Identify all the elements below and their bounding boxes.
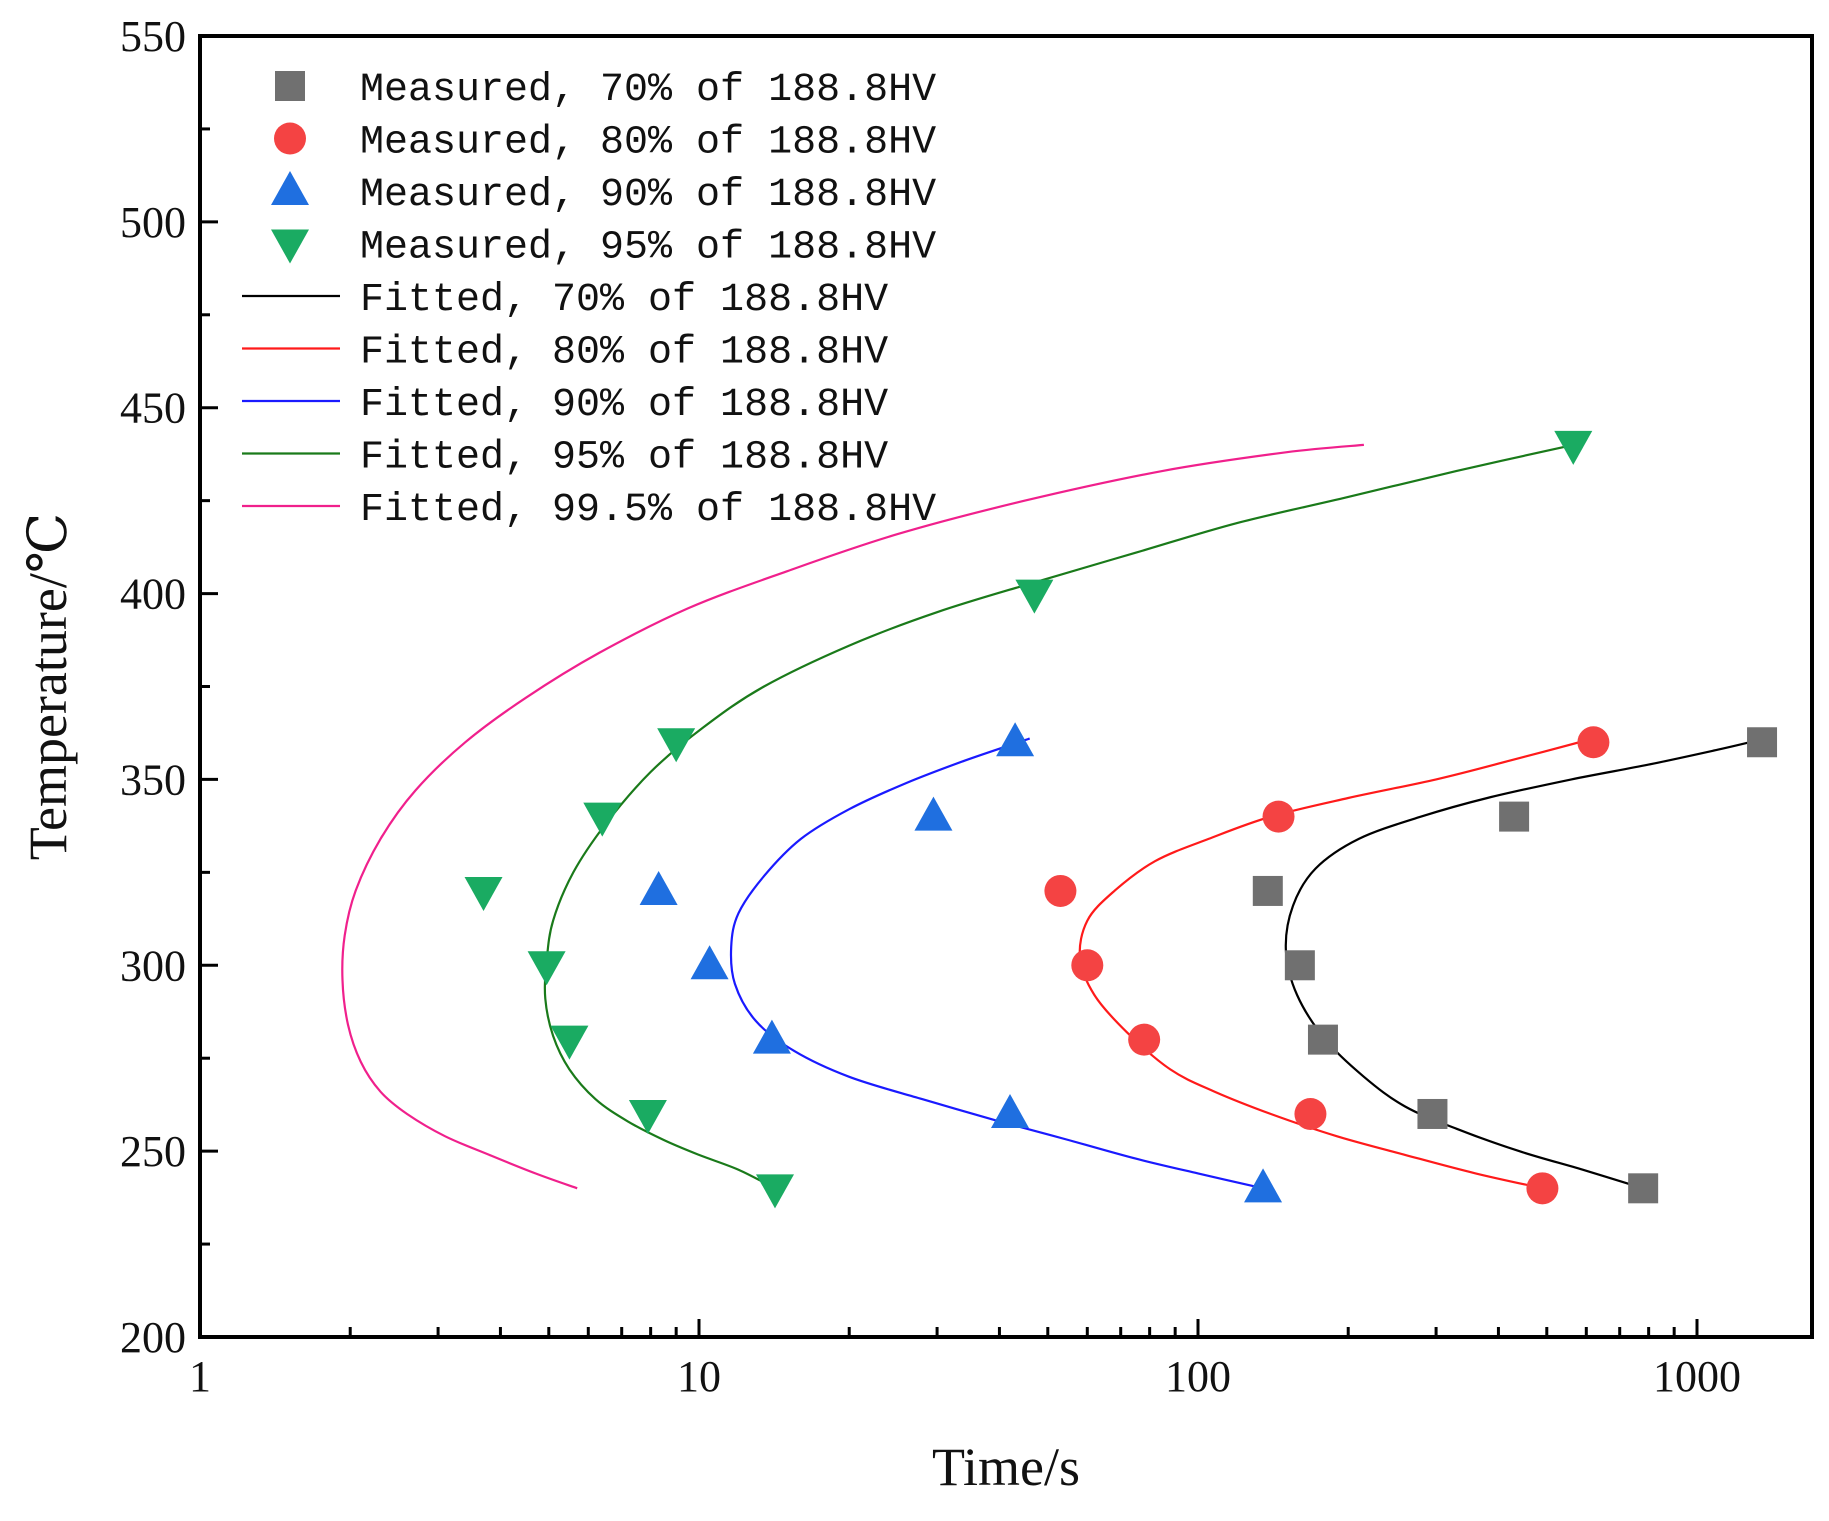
- x-tick-label: 10: [677, 1352, 721, 1401]
- legend-marker-measured-70-of-188-8hv: [275, 71, 305, 101]
- data-point-measured-95-of-188-8hv: [628, 1099, 667, 1134]
- legend-label-fitted-80-of-188-8hv: Fitted, 80% of 188.8HV: [360, 331, 888, 376]
- data-point-measured-90-of-188-8hv: [1244, 1168, 1283, 1203]
- data-point-measured-90-of-188-8hv: [752, 1019, 791, 1054]
- data-point-measured-70-of-188-8hv: [1252, 875, 1283, 906]
- data-point-measured-80-of-188-8hv: [1071, 949, 1104, 982]
- data-point-measured-90-of-188-8hv: [690, 945, 729, 980]
- y-tick-label: 350: [120, 755, 186, 804]
- data-point-measured-70-of-188-8hv: [1747, 727, 1778, 758]
- data-point-measured-80-of-188-8hv: [1526, 1172, 1559, 1205]
- y-tick-label: 450: [120, 384, 186, 433]
- legend-label-measured-80-of-188-8hv: Measured, 80% of 188.8HV: [360, 121, 936, 166]
- legend-label-measured-70-of-188-8hv: Measured, 70% of 188.8HV: [360, 68, 936, 113]
- legend: Measured, 70% of 188.8HV Measured, 80% of…: [242, 68, 936, 533]
- data-point-measured-95-of-188-8hv: [755, 1174, 794, 1209]
- data-point-measured-80-of-188-8hv: [1128, 1023, 1161, 1056]
- legend-label-fitted-95-of-188-8hv: Fitted, 95% of 188.8HV: [360, 436, 888, 481]
- data-point-measured-95-of-188-8hv: [657, 728, 696, 763]
- fitted-line-fitted-70-of-188-8hv: [1284, 737, 1766, 1190]
- x-tick-label: 1000: [1653, 1352, 1741, 1401]
- data-point-measured-95-of-188-8hv: [1554, 430, 1593, 465]
- data-point-measured-90-of-188-8hv: [991, 1093, 1030, 1128]
- y-tick-label: 500: [120, 198, 186, 247]
- data-point-measured-70-of-188-8hv: [1628, 1173, 1659, 1204]
- legend-label-fitted-90-of-188-8hv: Fitted, 90% of 188.8HV: [360, 383, 888, 428]
- data-point-measured-95-of-188-8hv: [550, 1025, 589, 1060]
- y-tick-label: 400: [120, 570, 186, 619]
- data-point-measured-70-of-188-8hv: [1499, 801, 1530, 832]
- legend-marker-measured-90-of-188-8hv: [271, 171, 309, 205]
- data-point-measured-70-of-188-8hv: [1417, 1098, 1448, 1129]
- data-point-measured-80-of-188-8hv: [1577, 726, 1610, 759]
- data-point-measured-70-of-188-8hv: [1284, 950, 1315, 981]
- data-point-measured-90-of-188-8hv: [639, 870, 678, 905]
- legend-label-fitted-99-5-of-188-8hv: Fitted, 99.5% of 188.8HV: [360, 488, 936, 533]
- data-point-measured-90-of-188-8hv: [996, 722, 1035, 757]
- data-point-measured-95-of-188-8hv: [527, 951, 566, 986]
- x-tick-label: 1: [189, 1352, 211, 1401]
- x-tick-label: 100: [1165, 1352, 1231, 1401]
- legend-label-measured-95-of-188-8hv: Measured, 95% of 188.8HV: [360, 226, 936, 271]
- fitted-line-fitted-95-of-188-8hv: [543, 443, 1574, 1190]
- data-point-measured-80-of-188-8hv: [1262, 800, 1295, 833]
- data-point-measured-95-of-188-8hv: [464, 876, 503, 911]
- measured-markers: [464, 430, 1778, 1209]
- data-point-measured-95-of-188-8hv: [583, 802, 622, 837]
- legend-label-measured-90-of-188-8hv: Measured, 90% of 188.8HV: [360, 173, 936, 218]
- y-tick-label: 300: [120, 941, 186, 990]
- y-tick-label: 250: [120, 1127, 186, 1176]
- legend-marker-measured-80-of-188-8hv: [274, 122, 306, 155]
- y-tick-label: 550: [120, 12, 186, 61]
- data-point-measured-70-of-188-8hv: [1307, 1024, 1338, 1055]
- x-axis-title: Time/s: [932, 1437, 1080, 1497]
- data-point-measured-95-of-188-8hv: [1015, 579, 1054, 614]
- fitted-line-fitted-99-5-of-188-8hv: [341, 443, 1365, 1190]
- y-axis-title: Temperature/℃: [18, 513, 78, 860]
- legend-label-fitted-70-of-188-8hv: Fitted, 70% of 188.8HV: [360, 278, 888, 323]
- y-tick-label: 200: [120, 1313, 186, 1362]
- axes: 200 250 300 350 400 450 500 550 1 10 100 1000: [120, 12, 1741, 1401]
- legend-marker-measured-95-of-188-8hv: [271, 229, 309, 264]
- fitted-line-fitted-90-of-188-8hv: [729, 737, 1264, 1190]
- data-point-measured-80-of-188-8hv: [1044, 874, 1077, 907]
- data-point-measured-80-of-188-8hv: [1294, 1097, 1327, 1130]
- data-point-measured-90-of-188-8hv: [914, 796, 953, 831]
